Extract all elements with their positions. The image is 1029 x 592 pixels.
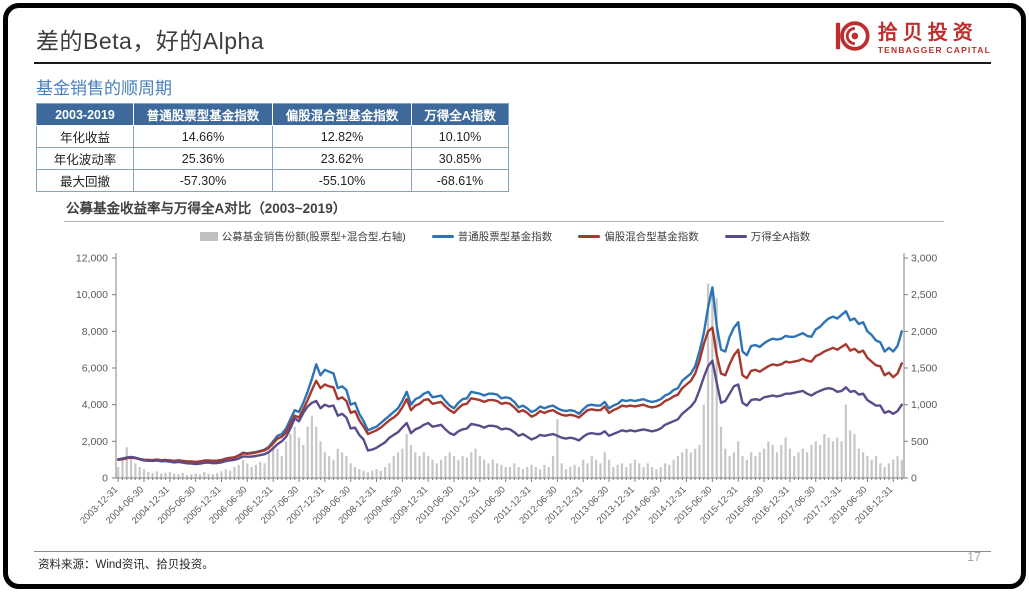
footer-divider [34,551,991,552]
row-label: 年化波动率 [36,147,134,170]
legend-label: 公募基金销售份额(股票型+混合型,右轴) [221,231,406,243]
table-cell: 12.82% [272,125,412,148]
table-row: 年化收益 14.66% 12.82% 10.10% [36,125,509,148]
logo-en-name: TENBAGGER CAPITAL [877,44,991,55]
table-header-cell: 万得全A指数 [411,103,509,126]
svg-text:0: 0 [911,473,917,485]
svg-text:6,000: 6,000 [82,363,108,375]
row-label: 年化收益 [36,125,134,148]
svg-text:1,500: 1,500 [911,363,937,375]
source-note: 资料来源：Wind资讯、拾贝投资。 [38,559,214,571]
svg-text:2,000: 2,000 [82,436,108,448]
legend-item-bars: 公募基金销售份额(股票型+混合型,右轴) [199,229,406,244]
line-swatch-icon [724,235,747,238]
table-header-cell: 普通股票型基金指数 [133,103,273,126]
table-cell: 30.85% [411,147,509,170]
svg-text:10,000: 10,000 [76,289,108,301]
table-row: 最大回撤 -57.30% -55.10% -68.61% [36,169,509,192]
stats-table: 2003-2019 普通股票型基金指数 偏股混合型基金指数 万得全A指数 年化收… [36,103,509,192]
table-row: 年化波动率 25.36% 23.62% 30.85% [36,147,509,170]
line-swatch-icon [431,235,454,238]
combo-chart: 0 2,000 4,000 6,000 8,000 10,000 12,000 0 500 1,0… [76,253,938,527]
legend-label: 万得全A指数 [750,231,811,243]
page-title: 差的Beta，好的Alpha [36,28,265,54]
svg-text:4,000: 4,000 [82,399,108,411]
legend-item-series-0: 普通股票型基金指数 [431,229,553,244]
svg-text:3,000: 3,000 [911,253,937,265]
table-cell: 25.36% [133,147,273,170]
svg-text:500: 500 [911,436,929,448]
table-cell: 23.62% [272,147,412,170]
legend-item-series-2: 万得全A指数 [724,229,811,244]
svg-text:2,500: 2,500 [911,289,937,301]
table-header-row: 2003-2019 普通股票型基金指数 偏股混合型基金指数 万得全A指数 [36,103,509,126]
chart-title-divider [64,221,944,222]
table-cell: -55.10% [272,169,412,192]
legend-label: 普通股票型基金指数 [457,231,553,243]
svg-text:8,000: 8,000 [82,326,108,338]
legend-label: 偏股混合型基金指数 [604,231,699,243]
title-divider [34,62,991,64]
section-heading: 基金销售的顺周期 [36,79,172,98]
logo-cn-name: 拾贝投资 [877,21,978,44]
chart-title: 公募基金收益率与万得全A对比（2003~2019） [66,201,347,216]
bar-swatch-icon [199,232,218,241]
table-header-cell: 偏股混合型基金指数 [272,103,412,126]
table-header-cell: 2003-2019 [36,103,134,126]
tenbagger-logo-icon [833,17,871,60]
table-cell: -57.30% [133,169,273,192]
table-cell: 10.10% [411,125,509,148]
table-cell: -68.61% [411,169,509,192]
svg-text:12,000: 12,000 [76,253,108,265]
svg-text:0: 0 [102,473,108,485]
page-number: 17 [967,550,981,564]
chart-legend: 公募基金销售份额(股票型+混合型,右轴) 普通股票型基金指数 偏股混合型基金指数… [30,229,980,244]
svg-text:1,000: 1,000 [911,399,937,411]
logo-text: 拾贝投资 TENBAGGER CAPITAL [878,23,991,55]
legend-item-series-1: 偏股混合型基金指数 [578,229,699,244]
line-swatch-icon [578,235,601,238]
table-cell: 14.66% [133,125,273,148]
svg-text:2,000: 2,000 [911,326,937,338]
row-label: 最大回撤 [36,169,134,192]
company-logo: 拾贝投资 TENBAGGER CAPITAL [833,17,991,60]
